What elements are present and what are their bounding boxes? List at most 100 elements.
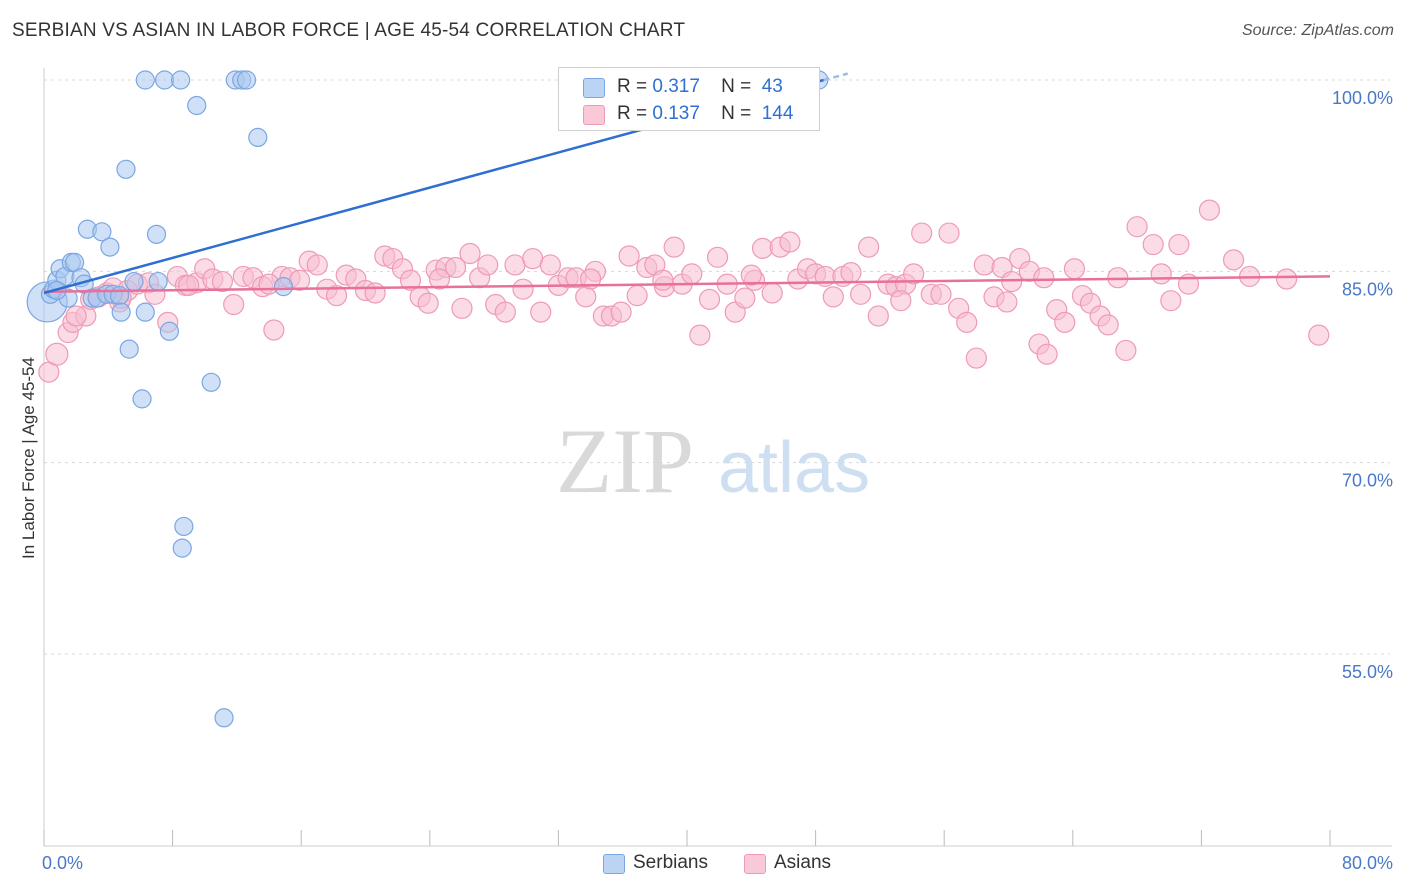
chart-title: SERBIAN VS ASIAN IN LABOR FORCE | AGE 45… — [12, 20, 686, 41]
y-tick-label: 70.0% — [1342, 471, 1393, 491]
asian-point — [1097, 314, 1119, 336]
x-tick-label-max: 80.0% — [1342, 853, 1393, 873]
asian-point — [512, 278, 534, 300]
serbian-r-label: R = — [617, 76, 648, 97]
asian-point — [850, 283, 872, 305]
serbian-point — [119, 339, 139, 359]
asian-point — [890, 290, 912, 312]
asian-point — [575, 286, 597, 308]
asian-point — [539, 254, 561, 276]
asian-point — [911, 222, 933, 244]
asian-point — [1036, 343, 1058, 365]
asian-point — [1168, 233, 1190, 256]
serbian-point — [111, 302, 131, 322]
legend-asian-swatch — [744, 854, 766, 874]
serbian-n-label: N = — [721, 76, 752, 97]
serbian-point — [236, 70, 257, 90]
serbian-point — [148, 271, 168, 292]
serbian-point — [124, 271, 144, 292]
watermark-atlas: atlas — [718, 428, 870, 508]
serbian-points — [26, 70, 829, 728]
asian-point — [1160, 290, 1182, 312]
asian-point — [417, 292, 439, 314]
asian-point — [477, 254, 499, 276]
legend-serbian-swatch — [603, 854, 625, 874]
asian-n-value: 144 — [761, 103, 794, 124]
serbian-trend-extension — [823, 72, 849, 82]
serbian-point — [154, 70, 175, 90]
serbian-point — [146, 224, 167, 244]
asian-point — [45, 342, 69, 366]
asian-point — [178, 274, 200, 296]
asian-point — [973, 254, 995, 276]
asian-trend-line — [43, 275, 1331, 293]
asian-point — [930, 283, 952, 305]
asian-point — [903, 263, 925, 285]
asian-point — [938, 222, 960, 244]
asian-point — [1222, 249, 1245, 271]
asian-point — [211, 270, 234, 293]
serbian-point — [273, 277, 294, 297]
asian-point — [734, 287, 756, 309]
serbian-r-value: 0.317 — [652, 76, 700, 97]
asian-swatch — [583, 105, 605, 125]
asian-point — [444, 256, 467, 279]
serbian-point — [248, 127, 268, 147]
y-tick-label: 55.0% — [1342, 662, 1393, 682]
asian-point — [428, 268, 451, 290]
asian-point — [325, 284, 348, 307]
y-tick-label: 85.0% — [1342, 279, 1393, 299]
asian-point — [1150, 263, 1172, 285]
asian-point — [618, 245, 640, 267]
y-tick-label: 100.0% — [1332, 88, 1393, 108]
asian-point — [689, 324, 711, 346]
asian-point — [751, 237, 774, 259]
serbian-point — [100, 237, 120, 257]
serbian-point — [109, 285, 130, 306]
serbian-point — [159, 321, 179, 341]
legend-asian-label: Asians — [774, 852, 832, 873]
asian-point — [1115, 339, 1137, 362]
asian-point — [761, 282, 783, 304]
serbian-point — [132, 389, 152, 409]
asian-point — [663, 236, 685, 258]
asian-point — [263, 319, 285, 341]
serbian-point — [214, 708, 234, 728]
asian-r-label: R = — [617, 103, 648, 124]
y-axis-label: In Labor Force | Age 45-54 — [19, 357, 38, 559]
asian-point — [996, 291, 1018, 313]
asian-point — [706, 246, 729, 268]
x-tick-label-min: 0.0% — [42, 853, 83, 873]
asian-r-value: 0.137 — [652, 103, 700, 124]
series-legend: Serbians Asians — [0, 852, 1406, 878]
asian-point — [626, 284, 648, 307]
serbian-point — [135, 70, 155, 90]
asian-point — [867, 305, 889, 327]
tick-labels: 100.0% 85.0% 70.0% 55.0% 0.0% 80.0% — [42, 88, 1393, 873]
serbian-n-value: 43 — [761, 76, 783, 97]
asian-point — [779, 231, 801, 253]
asian-point — [1054, 311, 1076, 333]
asian-point — [858, 236, 880, 258]
asian-point — [822, 286, 844, 308]
serbian-point — [174, 516, 194, 537]
asian-point — [1275, 268, 1298, 290]
asian-point — [459, 242, 481, 265]
serbian-point — [171, 70, 191, 90]
asian-point — [522, 247, 544, 270]
asian-point — [306, 254, 328, 276]
asian-point — [1063, 258, 1086, 280]
asian-point — [840, 262, 862, 284]
asian-point — [399, 269, 422, 291]
asian-point — [1308, 324, 1330, 346]
asian-n-label: N = — [721, 103, 752, 124]
axes — [43, 68, 1392, 847]
asian-point — [223, 293, 245, 316]
asian-point — [956, 311, 978, 333]
asian-point — [965, 347, 987, 369]
asian-point — [610, 301, 632, 323]
serbian-point — [172, 538, 192, 558]
legend-serbian-label: Serbians — [633, 852, 708, 873]
asian-point — [1033, 267, 1055, 289]
